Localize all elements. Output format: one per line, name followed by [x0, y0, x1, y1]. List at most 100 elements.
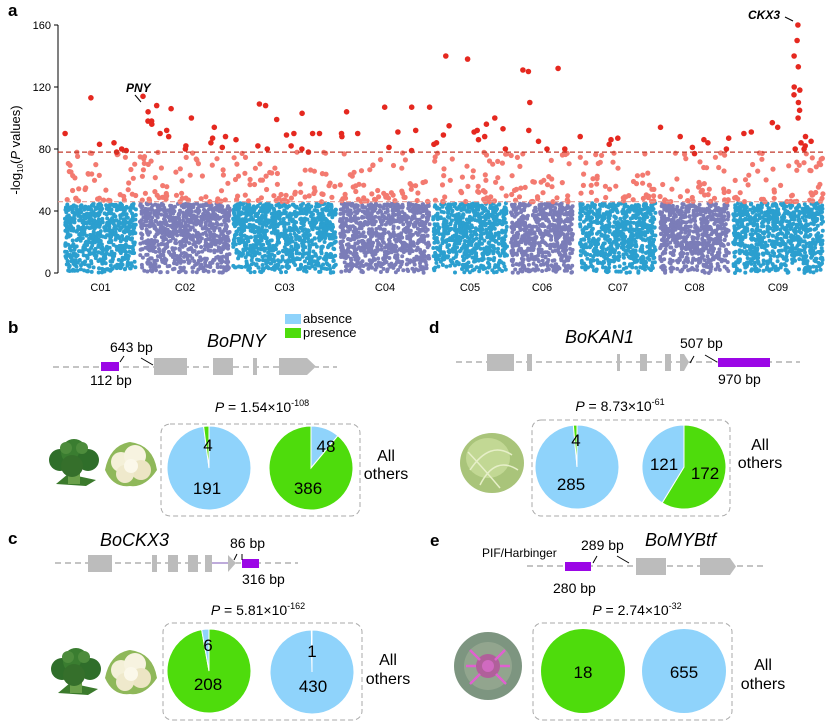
snp-point — [443, 239, 448, 244]
snp-point — [387, 239, 392, 244]
panel-a-letter: a — [8, 1, 18, 20]
snp-point — [492, 234, 496, 239]
snp-point — [346, 263, 351, 268]
snp-point — [145, 269, 150, 274]
snp-point-significant — [96, 141, 103, 148]
snp-point — [87, 264, 92, 269]
snp-point — [219, 236, 224, 241]
snp-point — [241, 247, 246, 252]
snp-point — [533, 268, 538, 273]
snp-point-significant — [262, 102, 269, 109]
snp-point — [357, 245, 362, 250]
snp-point — [117, 236, 122, 241]
snp-point — [239, 234, 244, 239]
snp-point — [222, 228, 227, 233]
snp-point — [421, 270, 426, 275]
snp-point — [368, 215, 373, 220]
snp-point — [65, 229, 70, 234]
snp-point — [233, 232, 238, 237]
snp-point-suggestive — [173, 192, 180, 198]
snp-point — [109, 220, 114, 225]
snp-point — [184, 213, 189, 217]
snp-point — [194, 214, 199, 219]
snp-point — [503, 210, 508, 215]
snp-point — [262, 219, 267, 224]
snp-point — [252, 253, 257, 258]
snp-point — [299, 225, 304, 230]
snp-point — [268, 218, 273, 223]
snp-point — [445, 243, 450, 248]
snp-point-suggestive — [483, 177, 489, 183]
snp-point-suggestive — [263, 173, 269, 179]
snp-point — [570, 263, 575, 268]
snp-point — [473, 258, 478, 263]
snp-point-suggestive — [220, 167, 226, 173]
snp-point — [482, 231, 486, 236]
snp-point — [185, 229, 190, 234]
snp-point — [114, 235, 119, 239]
snp-point — [540, 222, 545, 227]
snp-point — [294, 220, 299, 225]
snp-point — [149, 205, 154, 210]
snp-point — [288, 214, 293, 219]
snp-point — [434, 237, 439, 242]
snp-point — [527, 241, 532, 246]
snp-point — [147, 246, 152, 251]
snp-point-suggestive — [400, 150, 406, 156]
snp-point — [324, 205, 329, 210]
snp-point — [390, 214, 395, 219]
snp-point — [486, 248, 491, 253]
snp-point-suggestive — [146, 196, 152, 202]
snp-point — [513, 210, 518, 215]
snp-point — [464, 221, 469, 226]
snp-point — [310, 264, 315, 269]
snp-point — [260, 263, 265, 267]
snp-point-suggestive — [399, 188, 405, 194]
snp-point — [300, 254, 305, 259]
snp-point — [271, 224, 276, 229]
snp-point — [523, 252, 528, 256]
snp-point — [352, 251, 357, 256]
snp-point — [460, 215, 465, 220]
snp-point — [516, 205, 521, 209]
snp-point — [89, 225, 94, 230]
snp-point — [165, 229, 170, 234]
snp-point — [515, 224, 519, 228]
snp-point — [634, 265, 639, 270]
snp-point — [238, 264, 243, 269]
snp-point-significant — [544, 146, 550, 152]
snp-point-suggestive — [414, 197, 420, 204]
snp-point — [123, 266, 128, 271]
snp-point — [130, 251, 135, 255]
snp-point — [300, 243, 305, 248]
snp-point — [427, 210, 431, 215]
snp-point — [89, 261, 94, 266]
snp-point-suggestive — [465, 183, 471, 189]
snp-point — [215, 262, 220, 267]
snp-point — [77, 258, 82, 262]
snp-point — [483, 266, 488, 271]
snp-point — [513, 267, 518, 272]
snp-point-suggestive — [470, 168, 476, 174]
snp-point-suggestive — [544, 182, 551, 188]
snp-point — [162, 260, 167, 265]
snp-point — [397, 219, 402, 224]
snp-point — [352, 237, 357, 242]
snp-point-suggestive — [179, 190, 185, 196]
snp-point — [314, 209, 319, 213]
snp-point — [286, 251, 291, 256]
snp-point — [329, 226, 334, 231]
snp-point — [351, 224, 355, 229]
snp-point — [540, 258, 545, 263]
snp-point — [117, 243, 122, 248]
y-tick-label: 80 — [39, 144, 51, 156]
snp-point — [309, 214, 313, 219]
y-tick-label: 120 — [33, 82, 51, 94]
snp-point-suggestive — [130, 175, 136, 181]
snp-point — [174, 254, 179, 258]
snp-point — [91, 265, 96, 270]
snp-point — [556, 220, 561, 225]
snp-point — [344, 218, 349, 223]
snp-point — [466, 206, 471, 211]
snp-point — [306, 233, 311, 238]
